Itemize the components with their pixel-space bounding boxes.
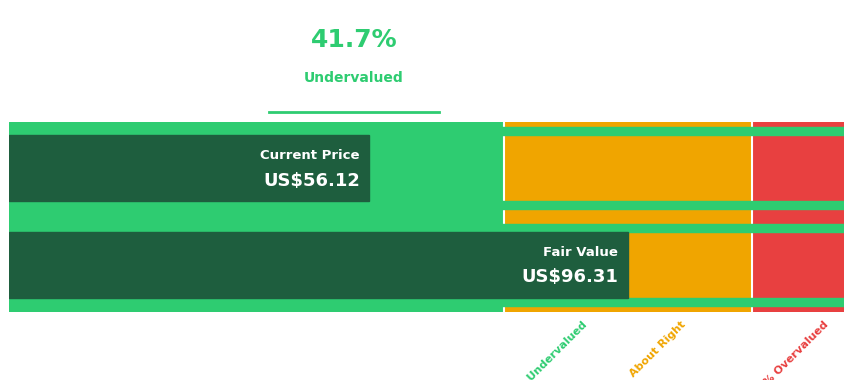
Text: Undervalued: Undervalued (304, 71, 403, 85)
Text: Fair Value: Fair Value (543, 246, 618, 259)
Text: 20% Overvalued: 20% Overvalued (751, 319, 830, 380)
Bar (9, 127, 843, 135)
Bar (9, 298, 843, 306)
Text: Current Price: Current Price (260, 149, 360, 162)
Text: US$56.12: US$56.12 (262, 171, 360, 190)
Bar (9, 201, 843, 209)
Bar (9, 232, 627, 298)
Bar (751, 122, 843, 312)
Text: 20% Undervalued: 20% Undervalued (504, 319, 588, 380)
Bar (9, 135, 369, 201)
Bar (504, 122, 751, 312)
Text: About Right: About Right (627, 319, 687, 379)
Bar (9, 224, 843, 232)
Text: 41.7%: 41.7% (310, 28, 397, 52)
Bar (9, 122, 504, 312)
Text: US$96.31: US$96.31 (521, 268, 618, 287)
